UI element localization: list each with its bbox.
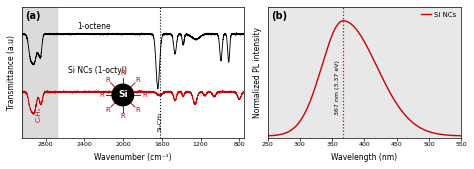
Bar [21, 7, 57, 138]
Y-axis label: Transmittance (a.u): Transmittance (a.u) [7, 35, 16, 110]
Text: 1-octene: 1-octene [77, 22, 111, 31]
Legend: Si NCs: Si NCs [419, 10, 458, 19]
Text: Si NCs (1-octyl): Si NCs (1-octyl) [67, 66, 127, 75]
Text: Si-CH₂: Si-CH₂ [157, 112, 163, 131]
Text: (a): (a) [25, 11, 40, 21]
X-axis label: Wavenumber (cm⁻¹): Wavenumber (cm⁻¹) [94, 153, 172, 162]
X-axis label: Wavelength (nm): Wavelength (nm) [331, 153, 398, 162]
Text: 367 nm (3.37 eV): 367 nm (3.37 eV) [336, 60, 340, 115]
Y-axis label: Normalized PL intensity: Normalized PL intensity [253, 27, 262, 118]
Text: C-Hₓ: C-Hₓ [36, 106, 42, 122]
Text: (b): (b) [272, 11, 288, 21]
